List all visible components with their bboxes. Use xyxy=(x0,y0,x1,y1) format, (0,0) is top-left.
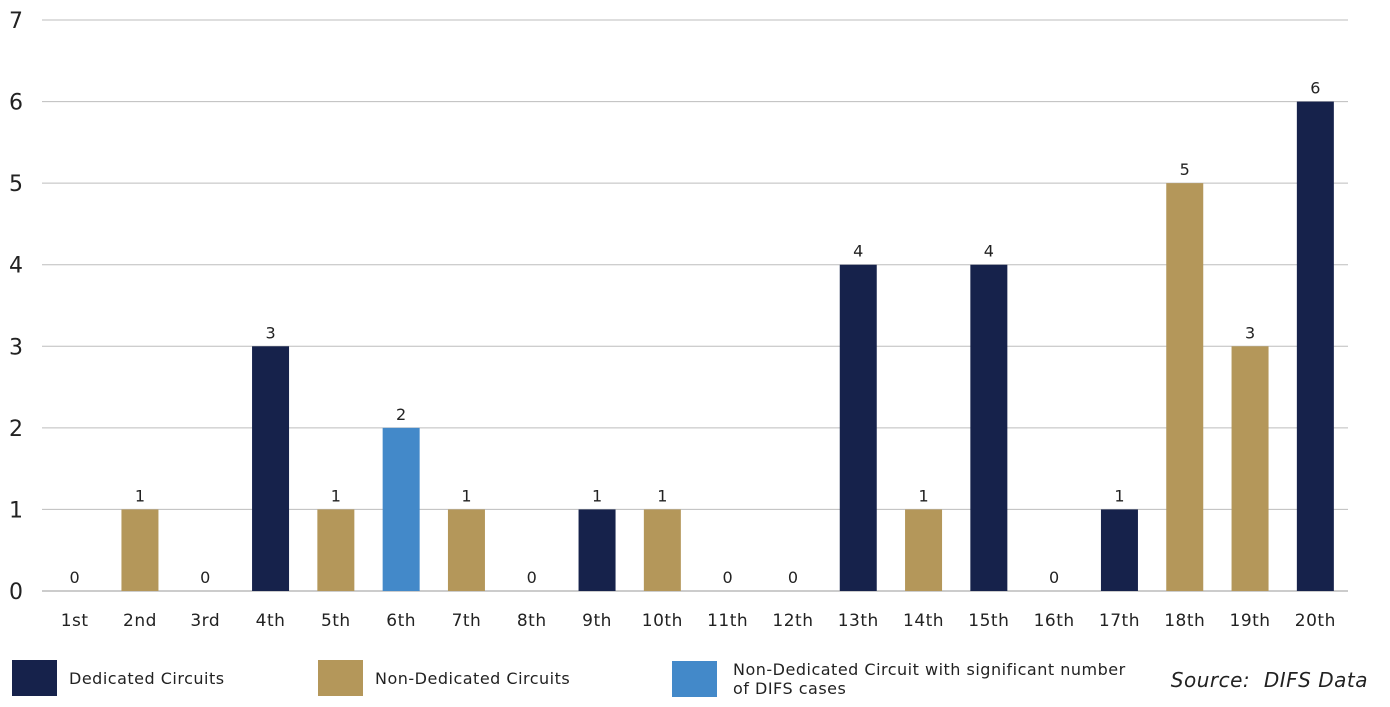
bar xyxy=(1166,183,1204,591)
data-label: 0 xyxy=(200,568,210,587)
x-tick-label: 16th xyxy=(1034,611,1075,631)
data-label: 3 xyxy=(265,323,275,342)
legend-item-dedicated: Dedicated Circuits xyxy=(12,660,225,696)
x-tick-label: 17th xyxy=(1099,611,1140,631)
data-label: 2 xyxy=(396,405,406,424)
legend-label-dedicated: Dedicated Circuits xyxy=(69,668,225,688)
bar xyxy=(578,509,616,591)
data-label: 4 xyxy=(853,242,863,261)
data-label: 0 xyxy=(788,568,798,587)
y-tick-label: 3 xyxy=(9,335,23,360)
data-label: 0 xyxy=(527,568,537,587)
data-label: 0 xyxy=(1049,568,1059,587)
x-tick-label: 9th xyxy=(582,611,612,631)
legend-item-significant: Non-Dedicated Circuit with significant n… xyxy=(672,660,1128,698)
data-label: 5 xyxy=(1180,160,1190,179)
bar-chart: 0123456701st12nd03rd34th15th26th17th08th… xyxy=(9,9,1348,631)
x-tick-label: 19th xyxy=(1230,611,1271,631)
bar xyxy=(447,509,485,591)
y-tick-label: 1 xyxy=(9,498,23,523)
legend-item-non-dedicated: Non-Dedicated Circuits xyxy=(318,660,570,696)
x-tick-label: 8th xyxy=(517,611,547,631)
bar xyxy=(839,264,877,591)
bar xyxy=(317,509,355,591)
y-tick-label: 5 xyxy=(9,172,23,197)
data-label: 1 xyxy=(657,486,667,505)
data-label: 1 xyxy=(592,486,602,505)
y-tick-label: 2 xyxy=(9,417,23,442)
data-label: 1 xyxy=(918,486,928,505)
data-label: 3 xyxy=(1245,323,1255,342)
x-tick-label: 3rd xyxy=(190,611,220,631)
x-tick-label: 1st xyxy=(61,611,89,631)
x-tick-label: 15th xyxy=(968,611,1009,631)
y-tick-label: 7 xyxy=(9,9,23,34)
bar xyxy=(970,264,1008,591)
y-tick-label: 4 xyxy=(9,254,23,279)
x-tick-label: 2nd xyxy=(123,611,157,631)
legend-label-non-dedicated: Non-Dedicated Circuits xyxy=(375,668,571,688)
data-label: 1 xyxy=(135,486,145,505)
x-tick-label: 11th xyxy=(707,611,748,631)
source-note: Source: DIFS Data xyxy=(1170,668,1368,692)
bar xyxy=(1100,509,1138,591)
x-tick-label: 10th xyxy=(642,611,683,631)
bar xyxy=(1231,346,1269,591)
x-tick-label: 6th xyxy=(386,611,416,631)
bar xyxy=(643,509,681,591)
x-tick-label: 13th xyxy=(838,611,879,631)
data-label: 0 xyxy=(723,568,733,587)
data-label: 0 xyxy=(70,568,80,587)
legend-swatch-non-dedicated xyxy=(318,660,363,696)
data-label: 1 xyxy=(331,486,341,505)
x-tick-label: 12th xyxy=(772,611,813,631)
bar xyxy=(382,427,420,591)
y-tick-label: 0 xyxy=(9,580,23,605)
data-label: 1 xyxy=(461,486,471,505)
data-label: 1 xyxy=(1114,486,1124,505)
x-tick-label: 20th xyxy=(1295,611,1336,631)
bar xyxy=(1296,101,1334,592)
legend: Dedicated Circuits Non-Dedicated Circuit… xyxy=(0,652,1390,707)
legend-swatch-dedicated xyxy=(12,660,57,696)
bar xyxy=(252,346,290,591)
data-label: 6 xyxy=(1310,79,1320,98)
legend-label-significant: Non-Dedicated Circuit with significant n… xyxy=(733,660,1126,698)
x-tick-label: 4th xyxy=(256,611,286,631)
bar xyxy=(121,509,159,591)
x-tick-label: 18th xyxy=(1164,611,1205,631)
x-tick-label: 5th xyxy=(321,611,351,631)
legend-swatch-significant xyxy=(672,661,717,697)
x-tick-label: 7th xyxy=(452,611,482,631)
y-tick-label: 6 xyxy=(9,91,23,116)
data-label: 4 xyxy=(984,242,994,261)
bar xyxy=(905,509,943,591)
x-tick-label: 14th xyxy=(903,611,944,631)
